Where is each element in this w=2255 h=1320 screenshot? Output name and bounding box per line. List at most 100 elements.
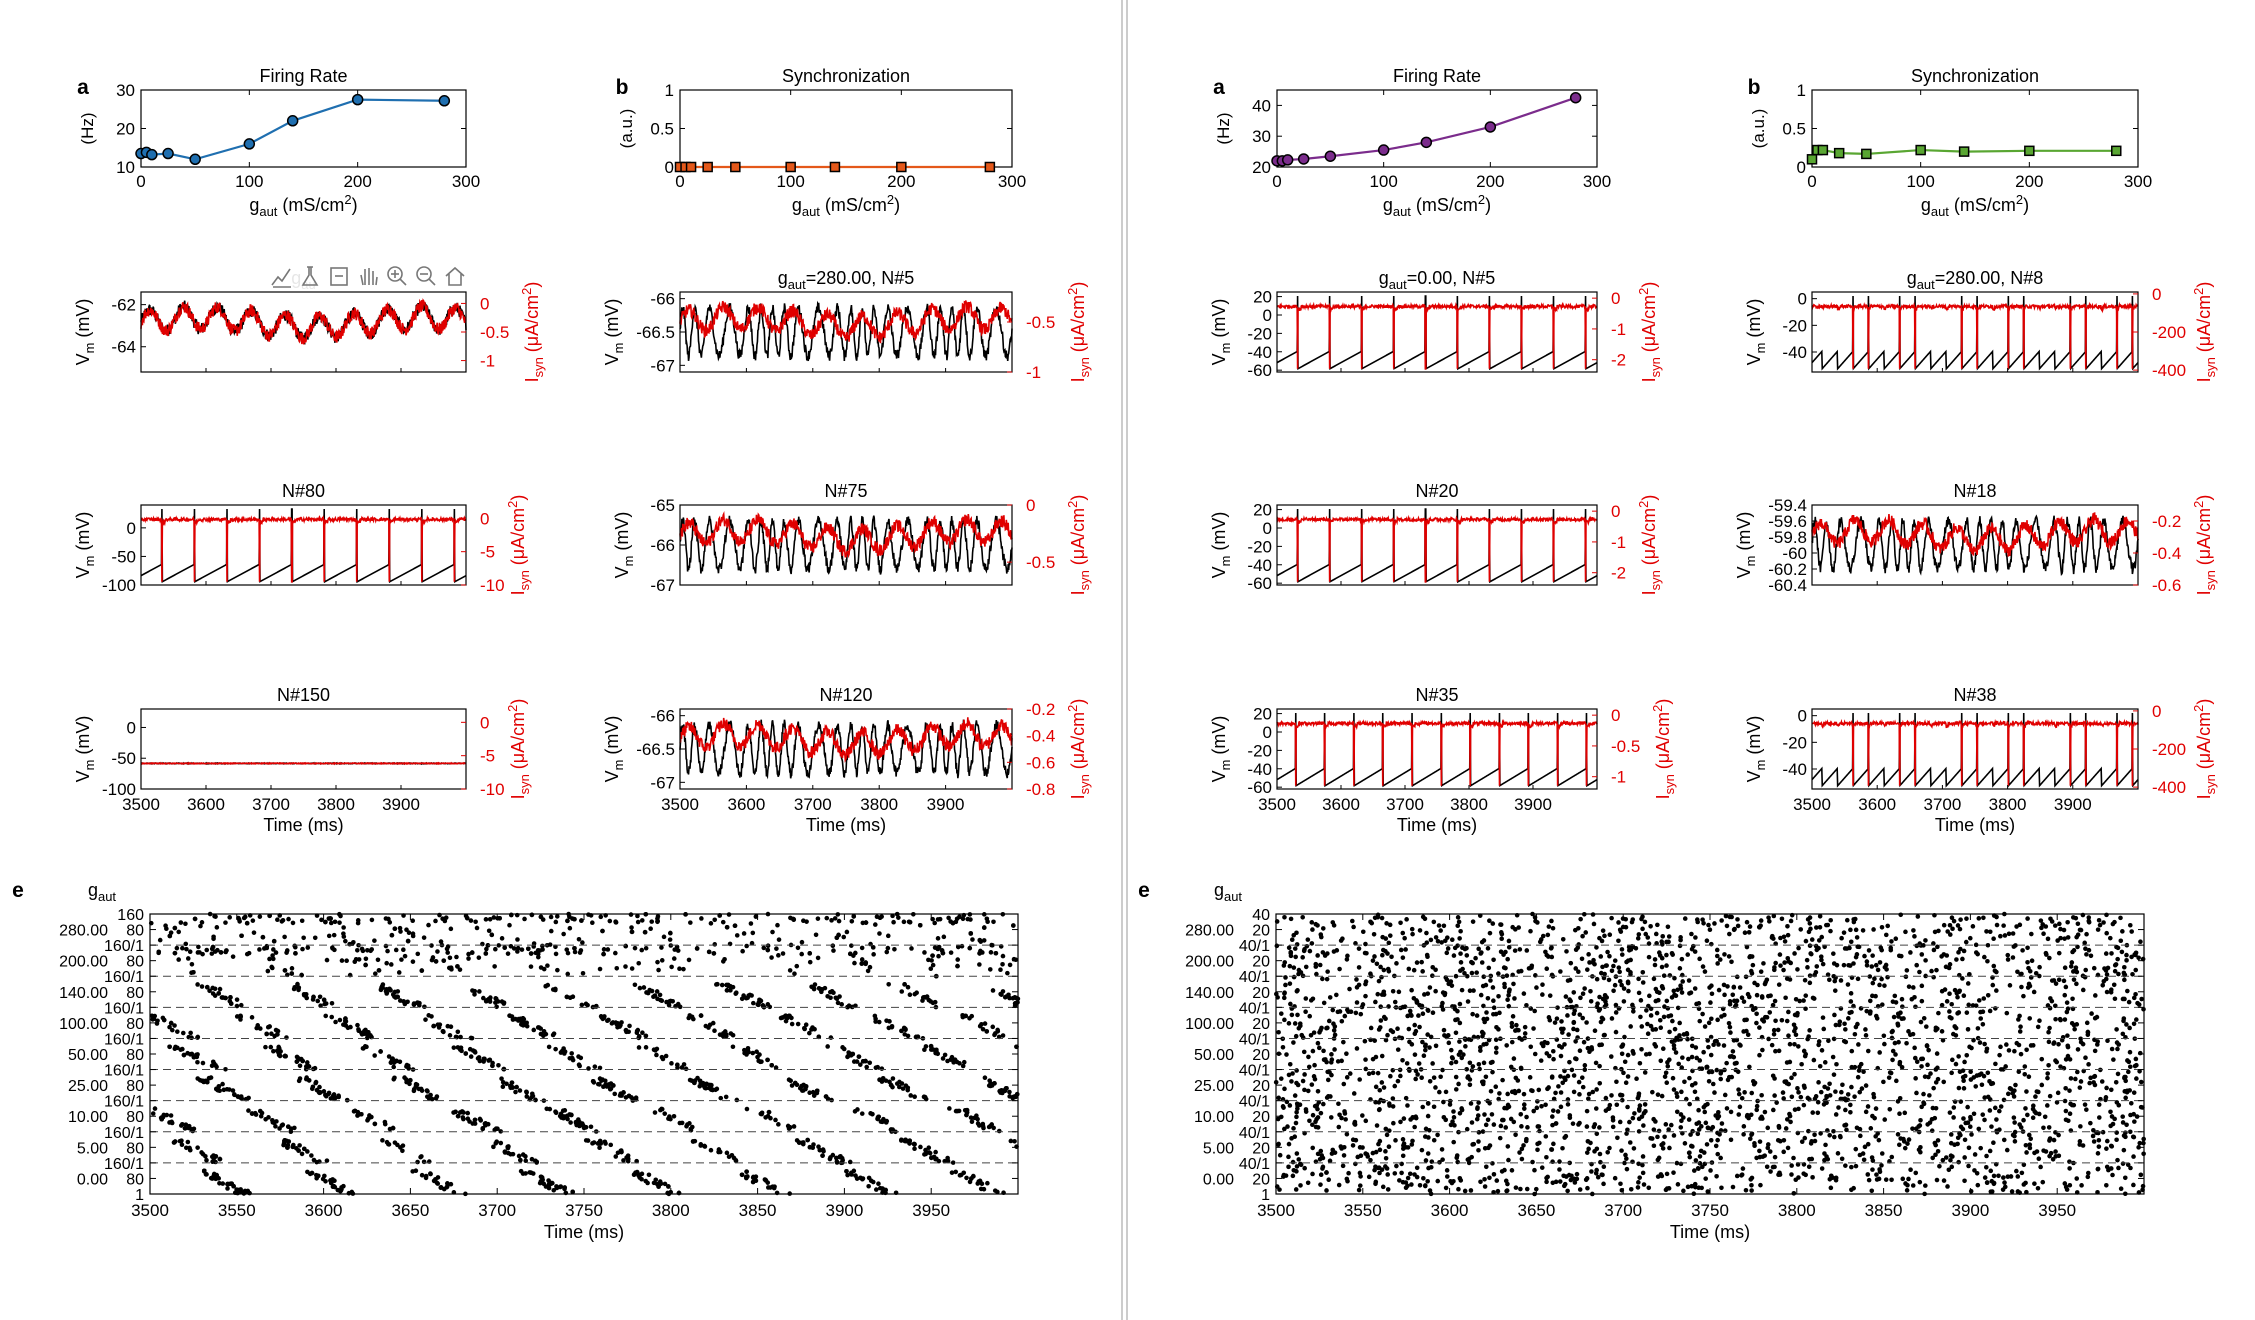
- spike-dot: [2088, 1120, 2093, 1126]
- x-tick-label: 3800: [652, 1201, 690, 1220]
- spike-dot: [1662, 1004, 1667, 1009]
- label-part-0: I: [522, 377, 542, 382]
- isyn-axis-label: Isyn (μA/cm2): [1065, 495, 1092, 596]
- spike-dot: [1652, 1041, 1657, 1047]
- spike-dot: [1341, 1153, 1347, 1158]
- spike-dot: [1398, 920, 1403, 926]
- spike-dot: [404, 927, 409, 933]
- spike-dot: [258, 1026, 263, 1031]
- label-part-4: ): [508, 699, 528, 705]
- spike-dot: [1597, 1125, 1602, 1130]
- spike-dot: [1580, 1015, 1586, 1021]
- spike-dot: [1631, 1146, 1637, 1151]
- spike-dot: [1509, 1020, 1515, 1026]
- spike-dot: [1537, 939, 1543, 945]
- spike-dot: [517, 1088, 523, 1093]
- spike-dot: [1654, 1010, 1660, 1016]
- spike-dot: [1730, 1049, 1736, 1054]
- spike-dot: [529, 912, 535, 918]
- spike-dot: [928, 1043, 934, 1049]
- data-point: [286, 115, 299, 127]
- spike-dot: [293, 944, 298, 950]
- spike-dot: [496, 1063, 501, 1068]
- spike-dot: [844, 929, 850, 935]
- vm-tick-label: -59.6: [1768, 512, 1807, 531]
- spike-dot: [2068, 964, 2074, 969]
- spike-dot: [588, 1124, 594, 1130]
- spike-dot: [2054, 1100, 2060, 1105]
- spike-dot: [1951, 918, 1957, 924]
- spike-dot: [851, 1059, 857, 1064]
- spike-dot: [1500, 1077, 1505, 1083]
- spike-dot: [600, 928, 605, 934]
- spike-dot: [1861, 1157, 1867, 1163]
- vm-trace: [679, 300, 1013, 362]
- spike-dot: [1561, 1183, 1567, 1189]
- spike-dot: [1419, 959, 1424, 965]
- spike-dot: [300, 1058, 306, 1064]
- spike-dot: [2001, 923, 2006, 928]
- spike-dot: [2005, 952, 2011, 958]
- label-part-1: aut: [259, 204, 277, 219]
- spike-dot: [677, 966, 682, 972]
- spike-dot: [384, 960, 389, 966]
- spike-dot: [599, 1015, 605, 1020]
- spike-dot: [528, 951, 534, 956]
- spike-dot: [1679, 1089, 1684, 1095]
- spike-dot: [319, 917, 324, 923]
- vm-axis-label: Vm (mV): [602, 716, 626, 783]
- spike-dot: [1746, 930, 1752, 935]
- spike-dot: [2096, 1137, 2102, 1143]
- spike-dot: [344, 1097, 350, 1103]
- spike-dot: [794, 963, 800, 969]
- spike-dot: [1409, 987, 1414, 993]
- isyn-tick-label: 0: [1611, 706, 1620, 725]
- spike-dot: [538, 1174, 544, 1180]
- isyn-axis-label: Isyn (μA/cm2): [2191, 699, 2218, 800]
- spike-dot: [918, 1144, 923, 1150]
- spike-dot: [176, 929, 182, 935]
- spike-dot: [1483, 1074, 1489, 1080]
- spike-dot: [472, 1117, 478, 1123]
- spike-dot: [2083, 967, 2089, 973]
- data-point: [1484, 121, 1497, 133]
- spike-dot: [739, 996, 745, 1002]
- label-part-2: (mS/cm: [820, 195, 887, 215]
- spike-dot: [1736, 1091, 1742, 1097]
- spike-dot: [968, 931, 974, 936]
- vm-tick-label: -20: [1782, 733, 1807, 752]
- spike-dot: [1619, 1148, 1624, 1153]
- spike-dot: [1807, 980, 1813, 986]
- spike-dot: [1906, 1176, 1911, 1182]
- spike-dot: [454, 954, 459, 960]
- spike-dot: [515, 937, 520, 942]
- spike-dot: [1954, 957, 1959, 962]
- spike-dot: [1544, 1154, 1549, 1160]
- spike-dot: [505, 951, 511, 956]
- label-part-1: m: [1753, 760, 1768, 771]
- spike-dot: [1318, 932, 1324, 937]
- spike-dot: [231, 1092, 237, 1097]
- spike-dot: [343, 938, 348, 944]
- neuron-index-label: 160/1: [104, 1000, 144, 1017]
- spike-dot: [2063, 1085, 2068, 1091]
- isyn-axis-label: Isyn (μA/cm2): [1636, 282, 1663, 383]
- spike-dot: [1661, 973, 1667, 978]
- isyn-tick-label: -0.5: [1611, 737, 1640, 756]
- spike-dot: [1835, 1151, 1841, 1156]
- spike-dot: [2063, 1108, 2069, 1114]
- spike-dot: [579, 918, 584, 923]
- spike-dot: [282, 1138, 287, 1144]
- vm-tick-label: -50: [111, 749, 136, 768]
- spike-dot: [1353, 1010, 1359, 1016]
- x-tick-label: 100: [235, 172, 263, 191]
- spike-dot: [446, 965, 452, 971]
- spike-dot: [611, 1083, 616, 1088]
- x-tick-label: 3500: [661, 795, 699, 814]
- spike-dot: [776, 953, 781, 958]
- spike-dot: [1441, 1027, 1447, 1033]
- spike-dot: [179, 1142, 185, 1148]
- y-tick-label: 20: [1252, 158, 1271, 177]
- spike-dot: [1618, 1181, 1623, 1187]
- spike-dot: [2124, 1122, 2129, 1128]
